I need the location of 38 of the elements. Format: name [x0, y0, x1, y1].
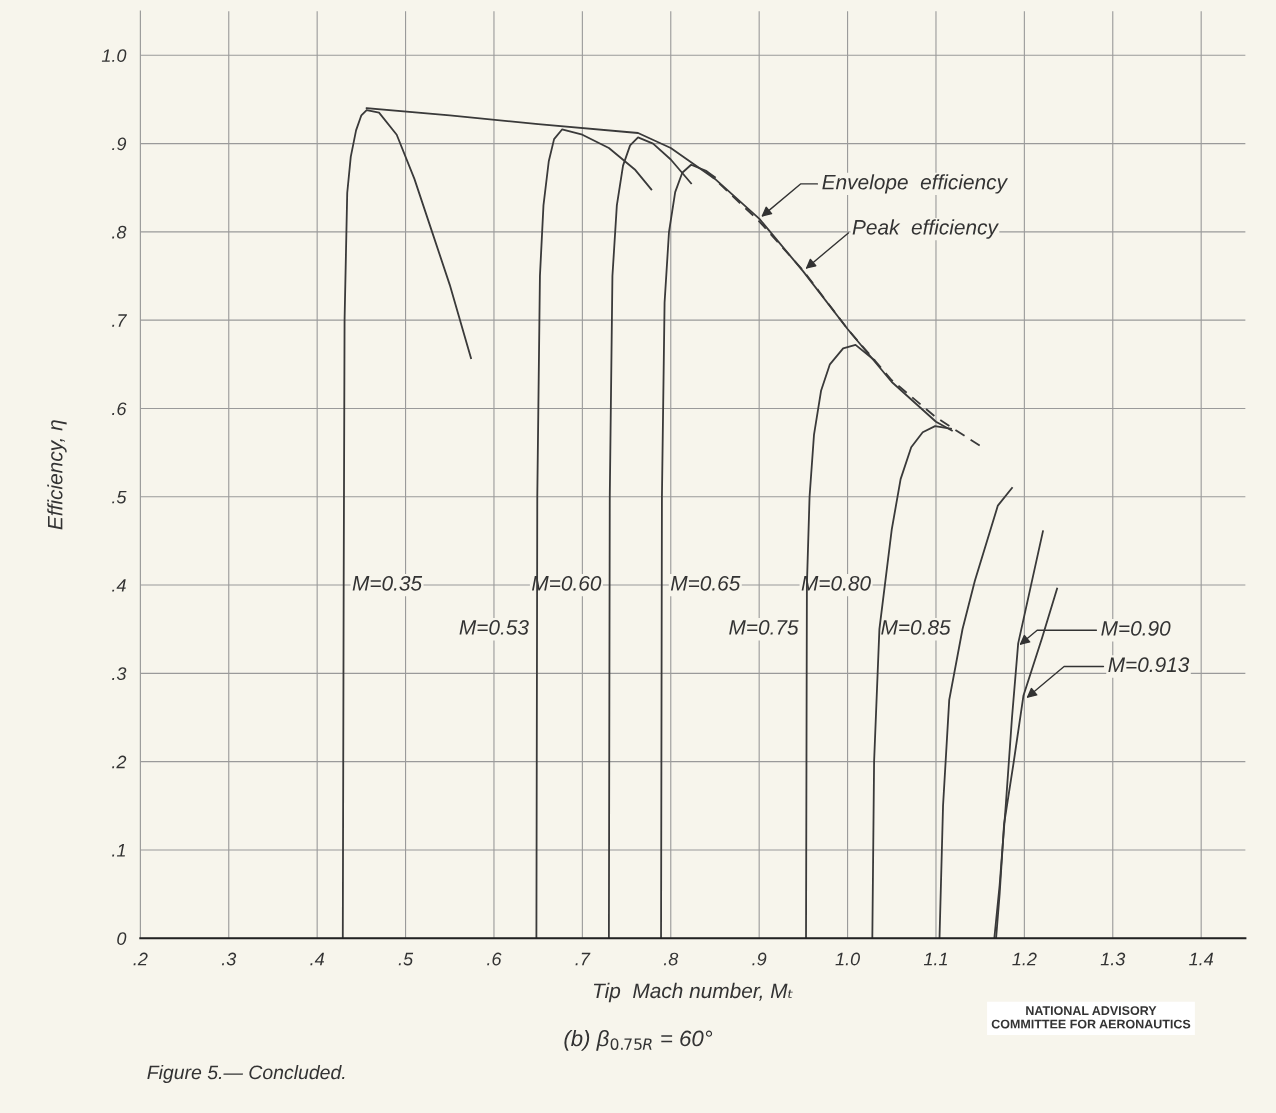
- x-tick-label: 1.3: [1100, 952, 1126, 966]
- x-tick-label: .7: [575, 952, 591, 966]
- y-tick-label: .5: [112, 490, 127, 504]
- x-tick-label: 1.2: [1012, 952, 1037, 966]
- text: NATIONAL ADVISORY COMMITTEE FOR AERONAUTICS: [991, 1006, 1191, 1029]
- y-tick-label: .6: [112, 402, 127, 416]
- x-axis-title: Tip Mach number, Mₜ: [593, 982, 793, 1003]
- y-tick-label: .7: [112, 314, 128, 327]
- x-tick-label: 1.0: [835, 952, 860, 966]
- annotation: M=0.85: [881, 620, 951, 635]
- y-tick-label: .4: [112, 579, 126, 592]
- y-tick-label: .9: [112, 137, 127, 151]
- text: (b) β$_{0.75R}$ = 60°: [564, 1030, 713, 1051]
- annotation: M=0.65: [670, 575, 741, 591]
- x-tick-label: .5: [398, 952, 414, 966]
- y-tick-label: .1: [112, 844, 125, 857]
- y-tick-label: .8: [112, 225, 127, 239]
- y-tick-label: .3: [112, 667, 127, 681]
- y-tick-label: .2: [112, 755, 127, 769]
- annotation: M=0.75: [729, 620, 799, 635]
- annotation: M=0.35: [352, 575, 423, 591]
- annotation: M=0.913: [1108, 657, 1190, 673]
- annotation: Peak efficiency: [852, 219, 999, 239]
- x-tick-label: 1.4: [1189, 952, 1214, 966]
- caption: Figure 5.— Concluded.: [147, 1064, 345, 1084]
- y-tick-label: 1.0: [101, 49, 127, 62]
- x-tick-label: 1.1: [923, 952, 947, 966]
- x-tick-label: .9: [752, 952, 767, 966]
- annotation: Envelope efficiency: [822, 174, 1009, 194]
- x-tick-label: .4: [310, 952, 325, 966]
- annotation: M=0.53: [459, 620, 529, 635]
- x-tick-label: .3: [221, 952, 237, 966]
- x-tick-label: .2: [133, 952, 148, 966]
- annotation: M=0.90: [1101, 621, 1171, 636]
- y-axis-title: Efficiency, η: [47, 420, 67, 530]
- x-tick-label: .8: [663, 952, 679, 966]
- y-tick-label: 0: [117, 932, 127, 945]
- x-tick-label: .6: [487, 952, 502, 966]
